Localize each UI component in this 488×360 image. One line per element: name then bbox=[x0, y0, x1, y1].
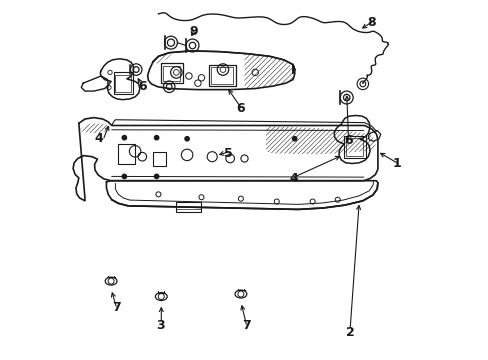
Ellipse shape bbox=[105, 277, 117, 285]
Text: 1: 1 bbox=[392, 157, 401, 170]
Text: 3: 3 bbox=[156, 319, 164, 332]
Circle shape bbox=[122, 174, 126, 179]
Ellipse shape bbox=[155, 293, 167, 301]
Text: 6: 6 bbox=[138, 80, 146, 93]
Text: 8: 8 bbox=[367, 16, 375, 29]
Circle shape bbox=[184, 136, 189, 141]
Text: 9: 9 bbox=[189, 25, 198, 38]
Ellipse shape bbox=[235, 290, 246, 298]
Bar bbox=[346, 138, 363, 156]
Bar bbox=[344, 135, 365, 158]
Text: 4: 4 bbox=[95, 132, 103, 145]
Text: 6: 6 bbox=[236, 102, 244, 115]
Text: 7: 7 bbox=[112, 301, 120, 314]
Bar bbox=[210, 67, 233, 84]
Text: 7: 7 bbox=[242, 319, 250, 332]
Circle shape bbox=[122, 135, 126, 140]
Circle shape bbox=[154, 135, 159, 140]
Bar bbox=[118, 144, 135, 164]
Bar bbox=[113, 72, 133, 94]
Text: 5: 5 bbox=[224, 147, 232, 159]
Bar bbox=[208, 64, 235, 86]
Bar bbox=[175, 202, 201, 212]
Circle shape bbox=[154, 174, 159, 179]
Text: 2: 2 bbox=[345, 326, 354, 339]
Circle shape bbox=[292, 136, 296, 141]
Bar bbox=[115, 75, 131, 92]
Text: 4: 4 bbox=[289, 172, 298, 185]
Text: 6: 6 bbox=[344, 134, 352, 147]
Bar bbox=[163, 66, 180, 81]
Bar bbox=[153, 152, 165, 166]
FancyBboxPatch shape bbox=[161, 63, 183, 83]
